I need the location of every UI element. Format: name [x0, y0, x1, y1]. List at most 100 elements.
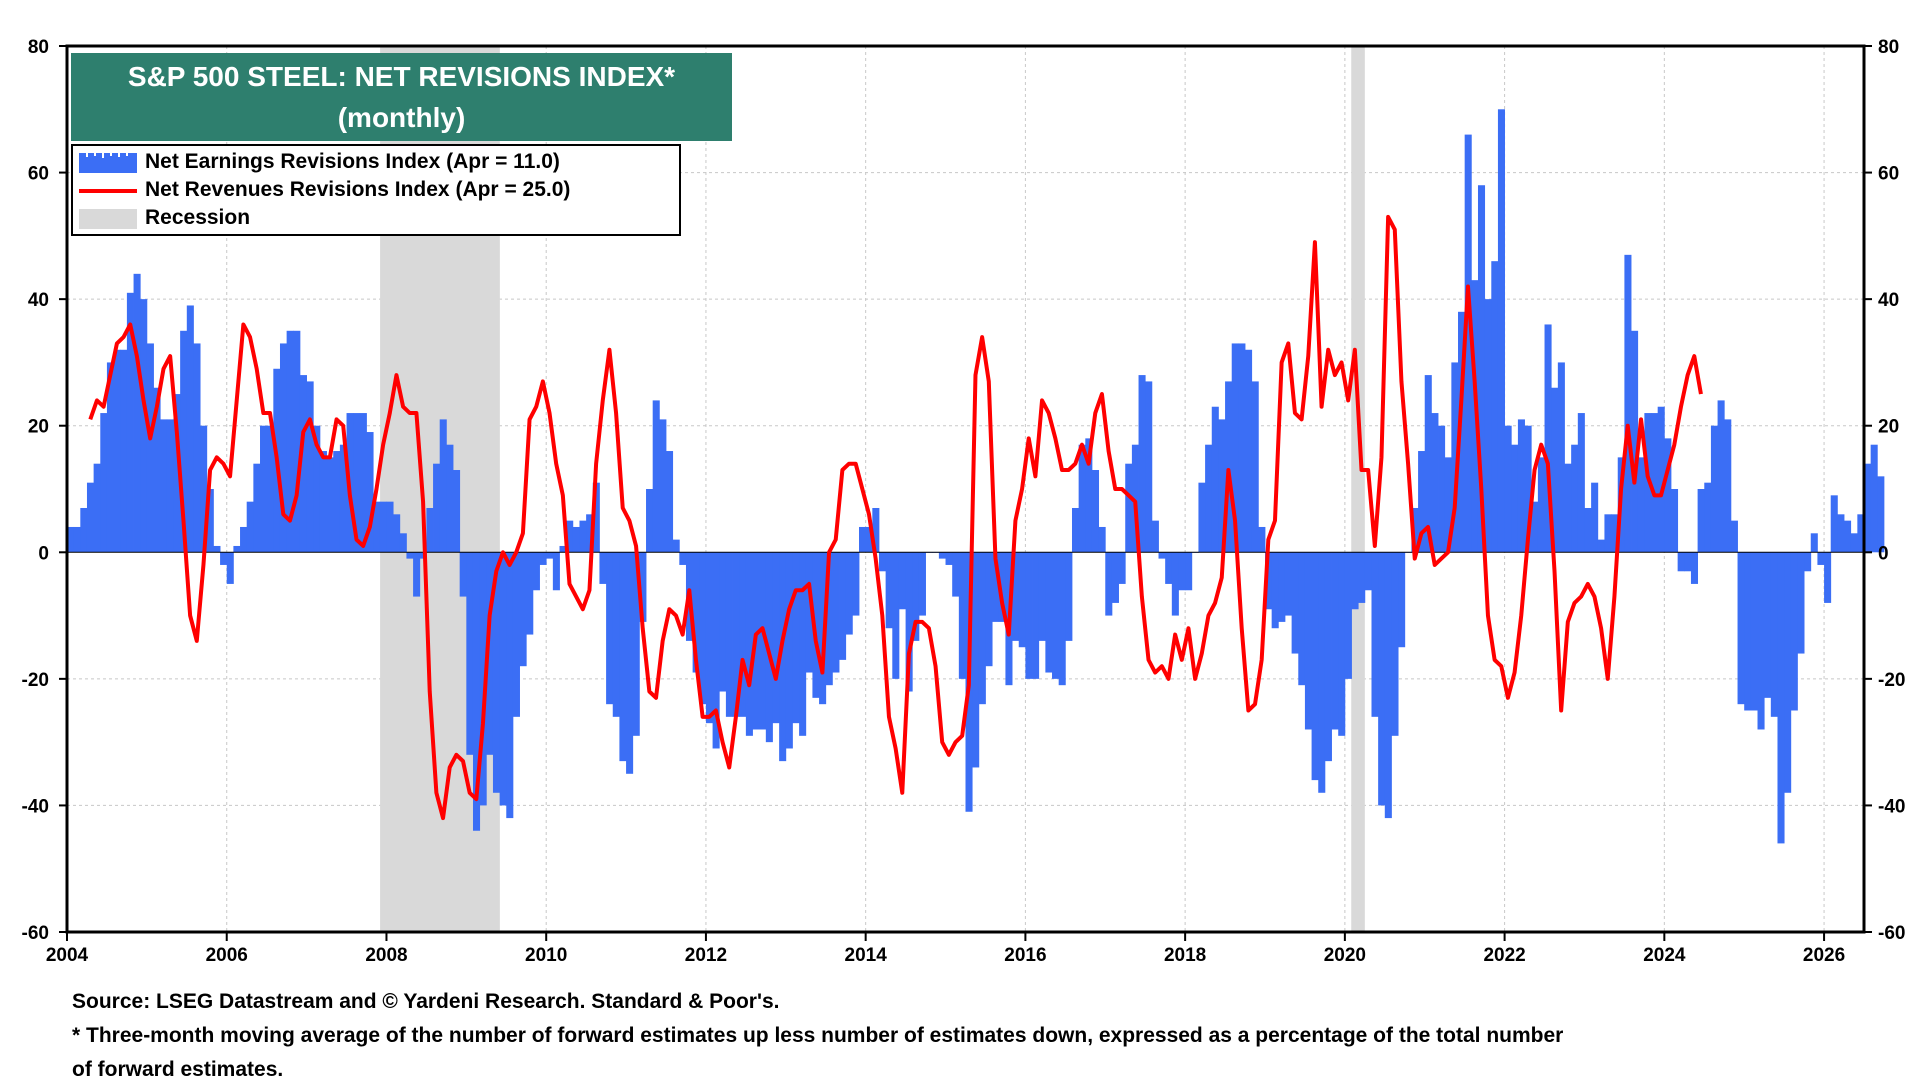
- earnings-bar: [1704, 482, 1712, 553]
- earnings-bar: [1245, 349, 1253, 553]
- earnings-bar: [1291, 552, 1299, 654]
- earnings-bar: [1438, 425, 1446, 553]
- earnings-bar: [586, 514, 594, 553]
- x-tick-label: 2010: [525, 945, 567, 966]
- earnings-bar: [446, 444, 454, 553]
- earnings-bar: [659, 419, 667, 553]
- earnings-bar: [1344, 552, 1352, 679]
- earnings-bar: [1371, 552, 1379, 717]
- earnings-bar: [1411, 507, 1419, 553]
- earnings-bar: [1131, 444, 1139, 553]
- y-tick-label-right: -60: [1878, 923, 1905, 944]
- earnings-bars: [67, 109, 1885, 844]
- earnings-bar: [958, 552, 966, 679]
- earnings-bar: [559, 545, 567, 553]
- earnings-bar: [140, 299, 148, 553]
- earnings-bar: [379, 501, 387, 553]
- x-tick-label: 2006: [206, 945, 248, 966]
- earnings-bar: [1091, 470, 1100, 553]
- earnings-bar: [240, 526, 248, 553]
- earnings-bar: [213, 545, 221, 553]
- earnings-bar: [699, 552, 707, 705]
- earnings-bar: [1158, 552, 1166, 559]
- earnings-bar: [459, 552, 467, 597]
- earnings-bar: [1790, 552, 1798, 711]
- earnings-bar: [532, 552, 540, 591]
- earnings-bar: [1604, 514, 1612, 553]
- earnings-bar: [113, 349, 121, 553]
- earnings-bar: [506, 552, 514, 819]
- earnings-bar: [1537, 457, 1545, 553]
- earnings-bar: [1837, 514, 1845, 553]
- footnote-line-1: * Three-month moving average of the numb…: [72, 1024, 1564, 1047]
- earnings-bar: [1178, 552, 1186, 591]
- earnings-bar: [1571, 444, 1579, 553]
- earnings-bar: [885, 552, 893, 629]
- earnings-bar: [905, 552, 913, 692]
- earnings-bar: [739, 552, 747, 717]
- earnings-bar: [745, 552, 753, 736]
- earnings-bar: [279, 343, 288, 553]
- earnings-bar: [1265, 552, 1273, 610]
- earnings-bar: [1844, 520, 1852, 553]
- earnings-bar: [393, 514, 401, 553]
- earnings-bar: [80, 507, 88, 553]
- earnings-bar: [792, 552, 800, 724]
- y-axis-right: 80 60 40 20 0 -20 -40 -60: [1864, 37, 1905, 944]
- earnings-bar: [1171, 552, 1179, 616]
- earnings-bar: [153, 387, 161, 553]
- earnings-bar: [492, 552, 501, 793]
- earnings-bar: [479, 552, 487, 806]
- earnings-bar: [1185, 552, 1193, 591]
- earnings-bar: [1804, 552, 1812, 572]
- earnings-bar: [1138, 375, 1146, 553]
- earnings-bar: [1664, 438, 1672, 553]
- source-note: Source: LSEG Datastream and © Yardeni Re…: [72, 990, 780, 1013]
- earnings-bar: [86, 482, 95, 553]
- earnings-bar: [1118, 552, 1126, 584]
- y-tick-label-left: 80: [28, 37, 49, 58]
- earnings-bar: [313, 425, 321, 553]
- earnings-bar: [413, 552, 421, 597]
- earnings-bar: [1324, 552, 1332, 762]
- earnings-bar: [1850, 533, 1858, 553]
- earnings-bar: [579, 520, 587, 553]
- earnings-bar: [1251, 381, 1259, 553]
- earnings-bar: [1012, 552, 1020, 641]
- earnings-bar: [732, 552, 740, 717]
- legend-recession-label: Recession: [145, 206, 251, 229]
- earnings-bar: [566, 520, 574, 553]
- earnings-bar: [1418, 451, 1426, 553]
- earnings-bar: [1304, 552, 1312, 730]
- y-tick-label-right: -20: [1878, 670, 1905, 691]
- y-tick-label-right: 0: [1878, 543, 1889, 564]
- earnings-bar: [1032, 552, 1040, 679]
- earnings-bar: [466, 552, 474, 755]
- earnings-bar: [1225, 381, 1233, 553]
- earnings-bar: [626, 552, 634, 774]
- earnings-bar: [246, 501, 254, 553]
- earnings-bar: [1198, 482, 1206, 553]
- earnings-bar: [852, 552, 860, 616]
- earnings-bar: [1271, 552, 1279, 629]
- earnings-bar: [712, 552, 720, 749]
- earnings-bar: [938, 552, 946, 559]
- earnings-bar: [1025, 552, 1033, 679]
- earnings-bar: [639, 552, 647, 622]
- legend-earnings-label: Net Earnings Revisions Index (Apr = 11.0…: [145, 150, 560, 173]
- y-tick-label-left: 0: [38, 543, 49, 564]
- earnings-bar: [1764, 552, 1772, 698]
- earnings-bar: [1364, 552, 1372, 591]
- x-tick-label: 2016: [1004, 945, 1046, 966]
- earnings-bar: [652, 400, 660, 553]
- earnings-bar: [1670, 489, 1679, 553]
- earnings-bar: [878, 552, 887, 572]
- earnings-bar: [1517, 419, 1525, 553]
- earnings-bar: [1065, 552, 1073, 641]
- earnings-bar: [705, 552, 713, 724]
- earnings-bar: [918, 552, 926, 616]
- y-tick-label-right: 80: [1878, 37, 1899, 58]
- earnings-bar: [73, 526, 81, 553]
- earnings-bar: [1284, 552, 1293, 616]
